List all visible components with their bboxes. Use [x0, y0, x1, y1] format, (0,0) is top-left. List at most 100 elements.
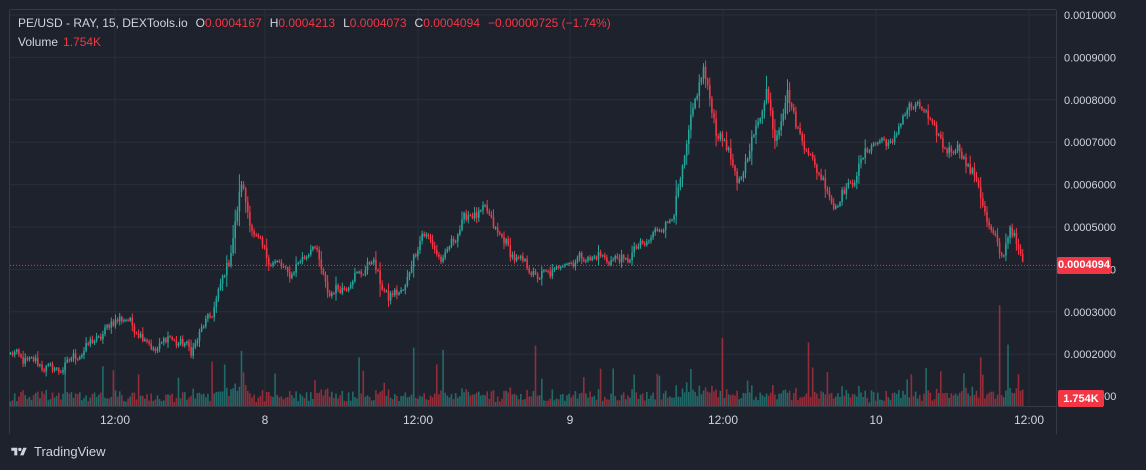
candle-body	[377, 270, 379, 272]
volume-bar	[700, 394, 703, 406]
candle-body	[34, 357, 37, 361]
candle-body	[278, 260, 281, 262]
volume-bar	[763, 396, 766, 406]
candle-body	[436, 249, 438, 255]
volume-bar	[1017, 374, 1020, 406]
volume-bar	[70, 392, 73, 406]
candle-body	[921, 106, 923, 110]
candle-body	[221, 275, 224, 284]
candle-body	[524, 259, 526, 261]
candle-body	[1011, 227, 1013, 236]
candle-body	[301, 256, 304, 262]
volume-bar	[744, 393, 747, 406]
volume-bar	[347, 392, 350, 406]
candle-body	[841, 189, 843, 202]
candle-body	[685, 144, 688, 156]
candle-body	[933, 122, 936, 125]
candle-body	[528, 268, 530, 273]
candle-body	[448, 246, 451, 250]
candle-body	[971, 168, 974, 174]
candle-body	[131, 317, 134, 326]
candle-body	[757, 121, 759, 126]
volume-bar	[389, 397, 392, 406]
candle-body	[738, 178, 740, 183]
volume-bar	[727, 394, 730, 406]
volume-bar	[683, 392, 686, 406]
candle-body	[935, 124, 938, 136]
volume-bar	[253, 394, 255, 406]
candle-body	[286, 267, 289, 272]
volume-bar	[755, 396, 757, 406]
tradingview-icon	[11, 447, 27, 455]
volume-bar	[780, 393, 782, 406]
candle-body	[891, 140, 894, 143]
volume-bar	[952, 395, 955, 406]
volume-bar	[312, 398, 314, 406]
volume-bar	[408, 396, 411, 406]
candle-body	[291, 274, 293, 279]
volume-bar	[835, 396, 837, 406]
volume-bar	[87, 401, 89, 406]
candle-body	[465, 213, 467, 220]
volume-bar	[637, 398, 640, 406]
candle-body	[244, 188, 247, 203]
candle-body	[641, 240, 644, 244]
candle-body	[226, 262, 228, 276]
candle-body	[408, 272, 411, 277]
volume-bar	[557, 399, 560, 406]
candle-body	[200, 327, 203, 332]
candle-body	[154, 348, 157, 351]
volume-bar	[385, 395, 388, 406]
candle-body	[532, 271, 535, 276]
volume-bar	[570, 397, 572, 406]
candle-body	[242, 184, 245, 189]
candle-body	[209, 314, 211, 317]
candle-body	[698, 82, 701, 96]
candle-body	[774, 129, 776, 141]
volume-bar	[1021, 389, 1024, 406]
volume-bar	[396, 395, 398, 406]
volume-bar	[473, 394, 476, 406]
candle-body	[356, 272, 358, 274]
candle-body	[335, 284, 337, 294]
candle-body	[9, 352, 12, 354]
candle-body	[826, 188, 829, 192]
volume-bar	[971, 386, 974, 406]
candle-body	[889, 140, 892, 143]
candle-body	[318, 249, 320, 260]
volume-bar	[824, 394, 827, 406]
candle-body	[459, 230, 461, 235]
volume-bar	[326, 388, 329, 406]
candle-body	[368, 262, 371, 264]
candle-body	[631, 252, 633, 261]
volume-bar	[811, 367, 814, 406]
candle-body	[186, 341, 188, 344]
volume-bar	[184, 392, 186, 406]
candle-body	[788, 89, 791, 104]
volume-bar	[81, 400, 83, 406]
high-value: 0.0004213	[278, 16, 336, 30]
tradingview-logo[interactable]: TradingView	[10, 444, 106, 459]
candle-body	[637, 246, 640, 249]
candle-body	[354, 272, 356, 282]
volume-bar	[662, 393, 665, 406]
volume-bar	[549, 398, 551, 406]
volume-bar	[910, 374, 913, 406]
candle-body	[102, 334, 104, 340]
volume-bar	[652, 392, 654, 406]
candle-body	[198, 331, 201, 341]
volume-bar	[853, 394, 856, 406]
volume-bar	[461, 388, 463, 406]
candle-body	[72, 353, 75, 359]
candle-body	[755, 125, 757, 135]
candle-body	[26, 358, 29, 360]
volume-bar	[895, 393, 898, 406]
candle-body	[373, 259, 375, 263]
volume-bar	[784, 389, 787, 406]
volume-bar	[465, 389, 467, 406]
candle-body	[555, 266, 558, 269]
volume-bar	[545, 400, 547, 406]
candle-body	[152, 348, 155, 350]
